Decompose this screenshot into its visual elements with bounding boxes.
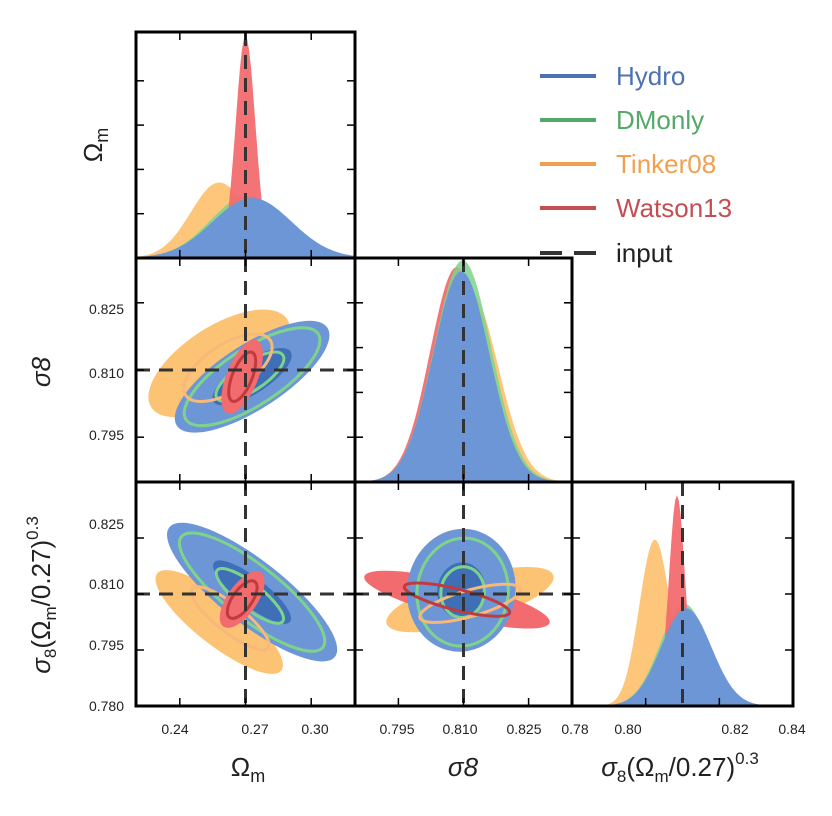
panel-sigma8-vs-s8om	[355, 482, 572, 706]
panel-omega-m-vs-sigma8	[136, 258, 355, 482]
tick-label-s8om-x: 0.82	[721, 721, 748, 737]
tick-label-s8om-x: 0.84	[778, 721, 805, 737]
tick-label-s8om-y: 0.825	[89, 516, 124, 532]
tick-label-om-x: 0.27	[241, 721, 268, 737]
panel-s8om-marginal	[572, 482, 793, 706]
legend: Hydro DMonly Tinker08 Watson13 input	[540, 61, 732, 268]
y-axis-label-sigma8: σ8	[26, 356, 56, 387]
tick-label-s8-x: 0.795	[379, 721, 414, 737]
tick-label-om-x: 0.24	[161, 721, 188, 737]
contour-watson13-line	[402, 581, 512, 618]
y-axis-label-s8om: σ8(Ωm/0.27)0.3	[23, 516, 60, 674]
legend-label-watson13: Watson13	[616, 193, 732, 223]
contour-watson13-filled	[221, 339, 263, 414]
contour-dmonly-line	[439, 565, 486, 619]
legend-label-hydro: Hydro	[616, 61, 685, 91]
contour-watson13-filled	[219, 571, 265, 628]
y-axis-label-omega-m: Ωm	[78, 128, 112, 162]
panel-omega-m-vs-s8om	[136, 482, 355, 706]
x-axis-label-sigma8: σ8	[448, 752, 479, 782]
contour-dmonly-line	[182, 326, 322, 428]
tick-label-s8-y: 0.795	[89, 427, 124, 443]
tick-label-s8om-y: 0.795	[89, 637, 124, 653]
marginal-hydro-top	[572, 608, 793, 706]
contour-watson13-line	[227, 350, 258, 403]
x-axis-label-omega-m: Ωm	[231, 752, 265, 786]
legend-label-tinker08: Tinker08	[616, 149, 716, 179]
tick-label-s8-y: 0.810	[89, 365, 124, 381]
legend-label-dmonly: DMonly	[616, 105, 704, 135]
panel-omega-m-marginal	[136, 32, 355, 258]
tick-label-s8om-x: 0.80	[614, 721, 641, 737]
tick-label-s8om-y: 0.810	[89, 576, 124, 592]
tick-label-s8-x: 0.825	[506, 721, 541, 737]
tick-label-s8-y: 0.825	[89, 301, 124, 317]
tick-marks	[136, 32, 794, 707]
x-axis-label-s8om: σ8(Ωm/0.27)0.3	[601, 749, 759, 786]
legend-label-input: input	[616, 238, 673, 268]
tick-label-s8om-x: 0.78	[561, 721, 588, 737]
contour-dmonly-line	[415, 536, 510, 648]
tick-label-s8om-y: 0.780	[89, 698, 124, 714]
tick-label-s8-x: 0.810	[442, 721, 477, 737]
tick-label-om-x: 0.30	[301, 721, 328, 737]
panel-sigma8-marginal	[355, 258, 572, 482]
